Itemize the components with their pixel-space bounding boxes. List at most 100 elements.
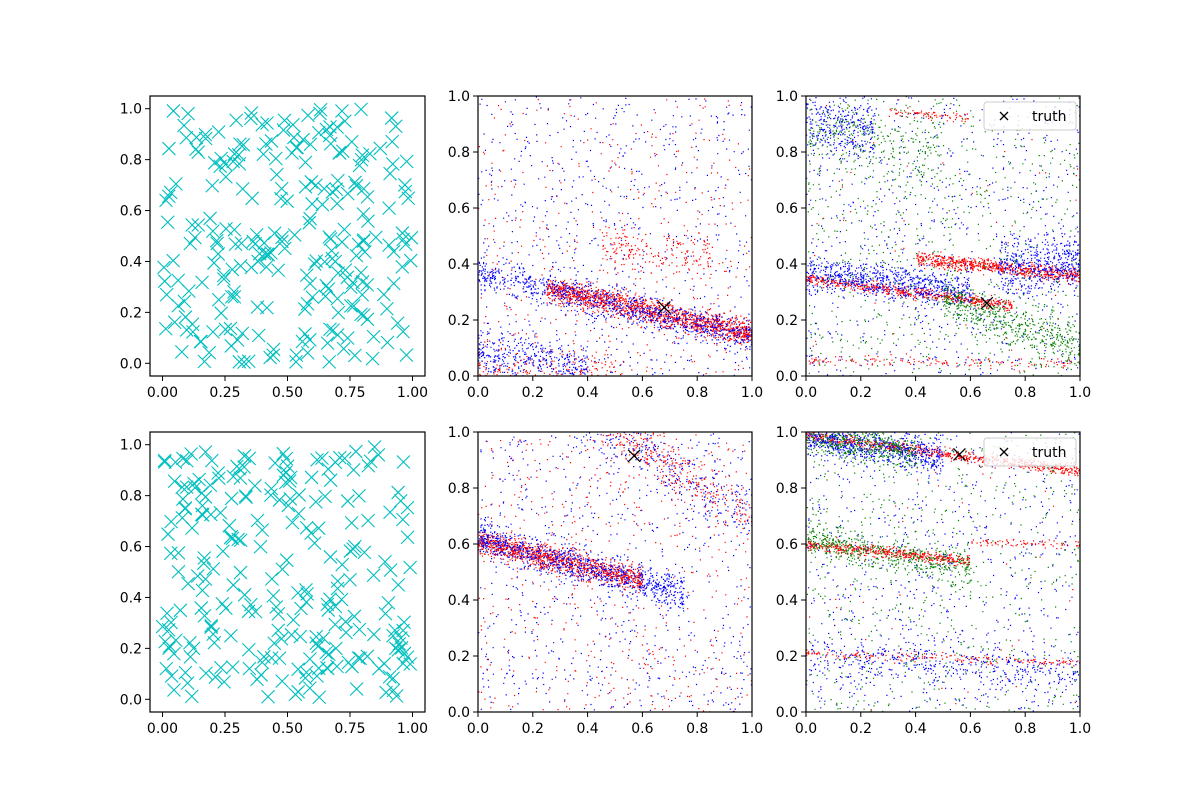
panel-row2-col3: 0.0 0.2 0.4 0.6 0.8 1.0 0.0 0.2 0.4 0.6 0.8 1.0 trut… <box>776 425 1091 737</box>
data-point <box>272 493 287 507</box>
data-point <box>286 612 301 627</box>
x-tick-label: 0.6 <box>631 385 653 401</box>
data-point <box>344 134 359 149</box>
series-2-points <box>807 96 1080 376</box>
data-point <box>351 650 366 665</box>
data-point <box>178 310 193 324</box>
data-point <box>346 542 361 557</box>
y-tick-label: 1.0 <box>448 89 470 105</box>
data-point <box>318 489 332 504</box>
axes-frame <box>477 431 753 713</box>
data-point <box>276 446 291 461</box>
data-point <box>241 604 256 619</box>
data-point <box>225 660 240 675</box>
data-point <box>376 287 391 302</box>
data-point <box>184 447 199 461</box>
data-point <box>328 599 343 614</box>
x-tick-label: 0.00 <box>147 385 178 401</box>
y-tick-label: 1.0 <box>120 102 142 118</box>
data-point <box>391 485 406 500</box>
data-point <box>299 268 314 283</box>
data-point <box>337 114 352 129</box>
axes-frame <box>805 95 1081 377</box>
x-tick-label: 0.2 <box>522 721 544 737</box>
data-point <box>266 342 281 357</box>
data-point <box>275 230 289 245</box>
data-point <box>352 622 367 637</box>
data-point <box>397 615 412 630</box>
x-tick-label: 0.6 <box>959 721 981 737</box>
data-point <box>203 211 217 226</box>
legend: truth <box>983 437 1077 467</box>
data-point <box>251 328 266 343</box>
data-point <box>233 471 248 486</box>
data-point <box>227 289 242 304</box>
y-tick-label: 0.8 <box>120 489 142 505</box>
data-point <box>166 253 181 268</box>
data-point <box>336 341 351 356</box>
data-point <box>298 302 312 316</box>
data-point <box>244 106 259 120</box>
data-point <box>167 683 181 697</box>
axes-frame <box>805 431 1081 713</box>
data-point <box>298 327 312 341</box>
data-point <box>157 274 172 289</box>
data-point <box>311 639 325 654</box>
data-point <box>157 455 172 469</box>
data-point <box>349 444 363 459</box>
x-tick-label: 0.50 <box>272 385 303 401</box>
data-point <box>193 334 208 349</box>
data-point <box>231 532 246 547</box>
data-point <box>399 348 414 362</box>
data-point <box>167 474 182 489</box>
y-tick-label: 0.2 <box>776 649 798 665</box>
data-point <box>384 111 399 125</box>
data-point <box>344 516 359 530</box>
data-point <box>157 453 172 468</box>
data-point <box>299 583 313 597</box>
data-point <box>379 685 393 700</box>
data-point <box>323 550 338 564</box>
data-point <box>211 466 226 480</box>
data-point <box>302 215 317 230</box>
data-point <box>275 674 290 688</box>
data-point <box>356 207 371 221</box>
data-point <box>353 651 368 666</box>
data-point <box>163 185 178 200</box>
data-point <box>206 627 221 642</box>
data-point <box>347 609 362 624</box>
series-0-points <box>478 98 752 376</box>
x-tick-label: 0.2 <box>850 385 872 401</box>
data-point <box>213 660 228 675</box>
x-tick-label: 0.75 <box>334 721 365 737</box>
data-layer <box>157 102 419 370</box>
panel-row1-col2: 0.0 0.2 0.4 0.6 0.8 1.0 0.0 0.2 0.4 0.6 0.8 1.0 <box>448 89 763 401</box>
data-point <box>248 237 263 251</box>
data-point <box>316 631 331 646</box>
data-point <box>204 618 219 633</box>
data-point <box>395 226 410 240</box>
x-tick-label: 0.8 <box>1014 385 1036 401</box>
data-point <box>298 179 313 194</box>
data-point <box>383 166 397 181</box>
data-point <box>263 350 278 365</box>
data-point <box>268 456 283 470</box>
data-point <box>349 682 364 696</box>
x-tick-label: 1.0 <box>741 721 763 737</box>
data-point <box>238 489 253 503</box>
data-point <box>385 157 400 171</box>
data-point <box>181 576 195 591</box>
data-point <box>349 178 364 193</box>
data-point <box>198 127 213 142</box>
data-point <box>403 253 418 268</box>
data-point <box>161 189 176 204</box>
data-point <box>332 450 347 465</box>
data-point <box>323 119 337 134</box>
x-tick-label: 0.2 <box>522 385 544 401</box>
panel-row2-col2: 0.0 0.2 0.4 0.6 0.8 1.0 0.0 0.2 0.4 0.6 0.8 1.0 <box>448 425 763 737</box>
data-layer <box>478 96 752 376</box>
data-point <box>183 649 198 664</box>
data-point <box>198 445 213 459</box>
y-tick-label: 0.4 <box>120 254 142 270</box>
data-point <box>260 116 274 130</box>
